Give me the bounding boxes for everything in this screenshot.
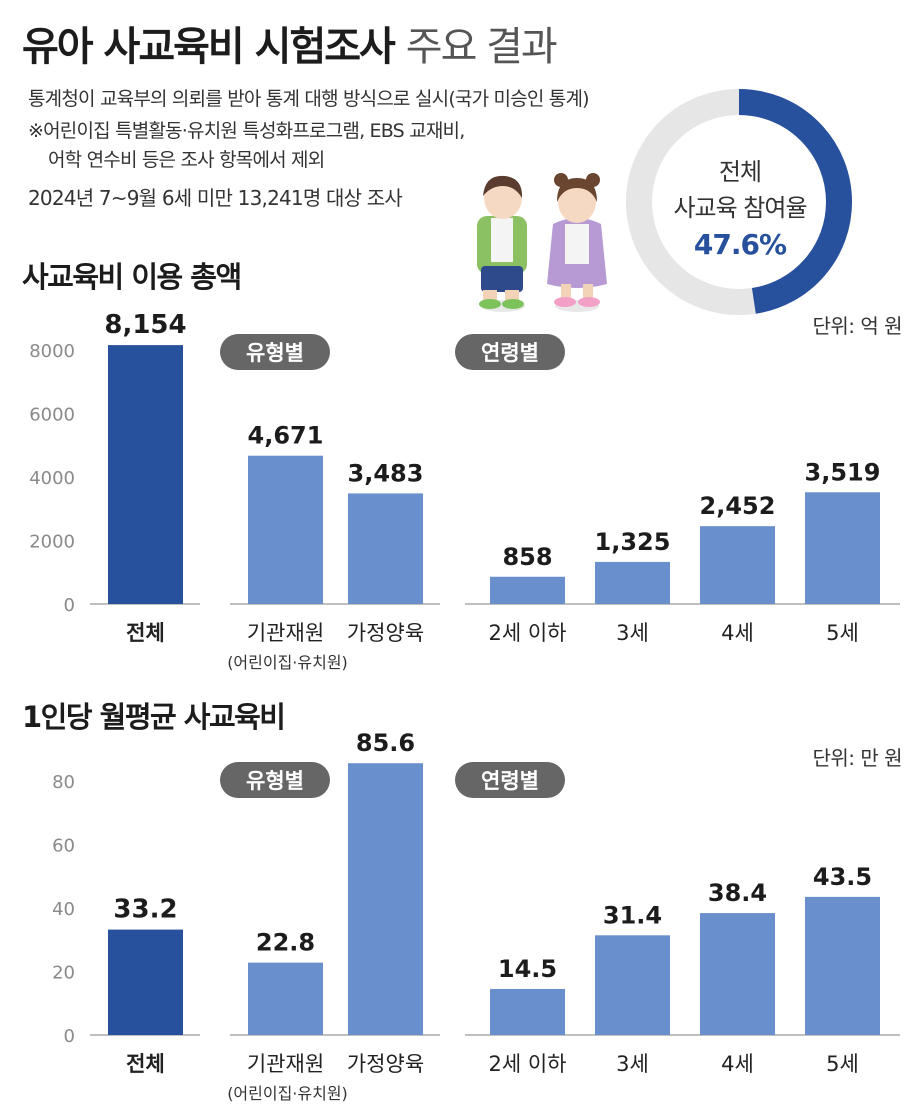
y-tick-label: 8000 xyxy=(29,341,75,362)
category-label: 기관재원 xyxy=(247,1052,324,1076)
title-bold: 유아 사교육비 시험조사 xyxy=(22,24,396,70)
donut-fill-arc xyxy=(626,89,852,315)
survey-note: 2024년 7~9월 6세 미만 13,241명 대상 조사 xyxy=(28,186,403,210)
category-label: 가정양육 xyxy=(347,1052,424,1076)
bar xyxy=(248,455,323,604)
category-label: 4세 xyxy=(721,621,754,645)
y-tick-label: 4000 xyxy=(29,468,75,489)
data-label: 14.5 xyxy=(498,955,557,983)
data-label: 43.5 xyxy=(813,863,872,891)
category-label: 2세 이하 xyxy=(489,621,567,645)
y-tick-label: 60 xyxy=(52,836,75,857)
note-line-1: 통계청이 교육부의 의뢰를 받아 통계 대행 방식으로 실시(국가 미승인 통계… xyxy=(28,88,590,110)
data-label: 38.4 xyxy=(708,879,767,907)
data-label: 3,483 xyxy=(348,459,424,487)
bar xyxy=(805,492,880,604)
participation-donut xyxy=(626,89,852,315)
group-tag-label: 유형별 xyxy=(246,769,304,793)
note-line-3: 어학 연수비 등은 조사 항목에서 제외 xyxy=(48,149,325,171)
data-label: 8,154 xyxy=(104,310,186,340)
bar xyxy=(595,561,670,604)
chart-2-title: 1인당 월평균 사교육비 xyxy=(22,700,286,734)
category-label: 기관재원 xyxy=(247,621,324,645)
category-label: 4세 xyxy=(721,1052,754,1076)
data-label: 31.4 xyxy=(603,901,662,929)
y-tick-label: 0 xyxy=(64,1026,75,1047)
category-label: 가정양육 xyxy=(347,621,424,645)
y-tick-label: 80 xyxy=(52,772,75,793)
data-label: 1,325 xyxy=(595,528,671,556)
y-tick-label: 40 xyxy=(52,899,75,920)
category-label: 전체 xyxy=(126,1052,165,1076)
y-tick-label: 2000 xyxy=(29,532,75,553)
bar xyxy=(700,913,775,1035)
group-tag-pill xyxy=(455,334,565,370)
chart-1-title: 사교육비 이용 총액 xyxy=(22,260,242,294)
bar xyxy=(490,988,565,1035)
data-label: 22.8 xyxy=(256,929,315,957)
donut-label-line-2: 사교육 참여율 xyxy=(673,194,807,222)
bar xyxy=(700,526,775,604)
data-label: 33.2 xyxy=(113,895,177,925)
bar xyxy=(108,345,183,604)
category-label: 3세 xyxy=(616,621,649,645)
group-tag-label: 유형별 xyxy=(246,341,304,365)
data-label: 3,519 xyxy=(805,458,881,486)
category-sublabel: (어린이집·유치원) xyxy=(227,653,348,672)
bar xyxy=(348,763,423,1035)
data-label: 858 xyxy=(502,543,552,571)
y-tick-label: 0 xyxy=(64,595,75,616)
boy-figure xyxy=(477,175,527,312)
category-label: 3세 xyxy=(616,1052,649,1076)
donut-label-line-1: 전체 xyxy=(718,158,762,186)
page-title: 유아 사교육비 시험조사 주요 결과 xyxy=(22,14,558,72)
bar xyxy=(805,896,880,1035)
group-tag-label: 연령별 xyxy=(481,341,539,365)
bar xyxy=(595,935,670,1035)
group-tag-pill xyxy=(455,762,565,798)
category-sublabel: (어린이집·유치원) xyxy=(227,1084,348,1103)
note-line-2: ※어린이집 특별활동·유치원 특성화프로그램, EBS 교재비, xyxy=(28,120,465,142)
girl-figure xyxy=(547,173,607,312)
group-tag-pill xyxy=(220,762,330,798)
chart-1-unit: 단위: 억 원 xyxy=(812,314,902,338)
bar xyxy=(490,576,565,604)
group-tag-pill xyxy=(220,334,330,370)
category-label: 5세 xyxy=(826,1052,859,1076)
chart-2-unit: 단위: 만 원 xyxy=(812,746,902,770)
donut-value: 47.6% xyxy=(693,228,787,261)
group-tag-label: 연령별 xyxy=(481,769,539,793)
data-label: 2,452 xyxy=(700,492,776,520)
y-tick-label: 20 xyxy=(52,963,75,984)
title-light: 주요 결과 xyxy=(405,24,558,70)
bar xyxy=(108,929,183,1035)
category-label: 2세 이하 xyxy=(489,1052,567,1076)
children-illustration xyxy=(477,173,607,312)
y-tick-label: 6000 xyxy=(29,405,75,426)
data-label: 85.6 xyxy=(356,729,415,757)
data-label: 4,671 xyxy=(248,422,324,450)
category-label: 전체 xyxy=(126,621,165,645)
bar xyxy=(248,962,323,1035)
category-label: 5세 xyxy=(826,621,859,645)
bar xyxy=(348,493,423,604)
